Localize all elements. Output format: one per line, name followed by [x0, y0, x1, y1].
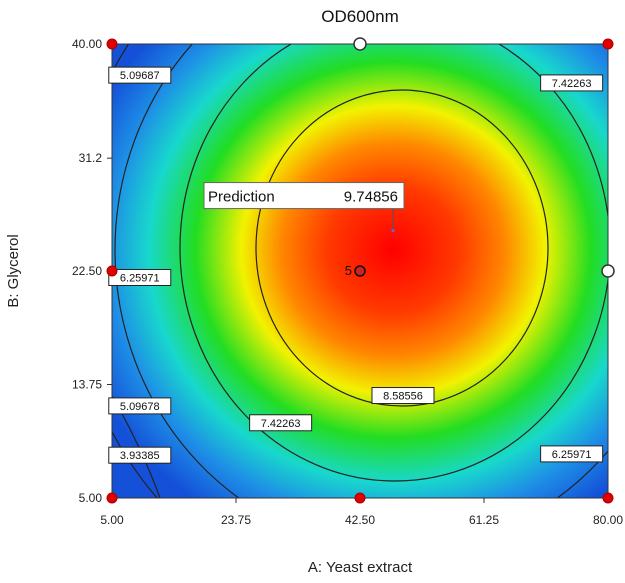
contour-label-box: [108, 446, 172, 464]
contour-label-value: 7.42263: [552, 78, 592, 90]
design-points: [106, 37, 615, 504]
center-point-marker: [354, 265, 366, 277]
contour-labels: 5.09687 7.42263 6.25971 5.09678 3.93385 7.422…: [108, 66, 604, 464]
x-axis-title: A: Yeast extract: [308, 559, 413, 576]
contour-label-box: [540, 74, 604, 92]
x-axis-ticks: 5.00 23.75 42.50 61.25 80.00: [100, 498, 623, 527]
contour-label-value: 5.09678: [120, 401, 160, 413]
contour-label: 3.93385: [108, 446, 172, 464]
prediction-annotation: Prediction 9.74856: [203, 182, 405, 233]
contour-label-box: [540, 445, 604, 463]
y-tick-label: 40.00: [72, 37, 102, 51]
x-tick-label: 42.50: [345, 513, 375, 527]
prediction-label: Prediction: [208, 189, 275, 206]
factorial-design-point: [354, 492, 366, 504]
x-tick-label: 5.00: [100, 513, 124, 527]
contour-label: 6.25971: [108, 268, 172, 286]
prediction-box: [203, 182, 405, 210]
contour-label-box: [108, 268, 172, 286]
contour-label-box: [249, 414, 313, 432]
contour-label-value: 6.25971: [120, 272, 160, 284]
contour-label-value: 6.25971: [552, 449, 592, 461]
contour-label-value: 3.93385: [120, 450, 160, 462]
contour-label: 7.42263: [249, 414, 313, 432]
contour-label: 8.58556: [371, 387, 435, 405]
y-axis-title: B: Glycerol: [5, 234, 22, 307]
contour-label-value: 7.42263: [261, 418, 301, 430]
factorial-design-point: [602, 492, 614, 504]
x-tick-label: 61.25: [469, 513, 499, 527]
contour-label-value: 8.58556: [383, 391, 423, 403]
x-tick-label: 23.75: [221, 513, 251, 527]
factorial-design-point: [106, 38, 118, 50]
chart-title: OD600nm: [321, 7, 398, 26]
center-point-replicates: 5: [345, 263, 352, 278]
factorial-design-point: [106, 265, 118, 277]
x-tick-label: 80.00: [593, 513, 623, 527]
contour-7-42263: [179, 44, 608, 482]
contour-6-25971: [114, 44, 608, 498]
contour-label: 6.25971: [540, 445, 604, 463]
y-tick-label: 13.75: [72, 378, 102, 392]
contour-label: 7.42263: [540, 74, 604, 92]
y-tick-label: 22.50: [72, 264, 102, 278]
contour-label: 5.09678: [108, 397, 172, 415]
contour-label-box: [108, 397, 172, 415]
contour-8-58556: [255, 89, 549, 407]
axial-design-point: [601, 264, 615, 278]
y-tick-label: 31.2: [79, 151, 103, 165]
prediction-value: 9.74856: [344, 189, 398, 206]
factorial-design-point: [106, 492, 118, 504]
contour-label-value: 5.09687: [120, 70, 160, 82]
factorial-design-point: [602, 38, 614, 50]
prediction-point: [391, 228, 395, 233]
y-tick-label: 5.00: [79, 491, 103, 505]
axial-design-point: [353, 37, 367, 51]
center-point: 5: [345, 263, 366, 278]
contour-label-box: [371, 387, 435, 405]
contour-label-box: [108, 66, 172, 84]
contour-label: 5.09687: [108, 66, 172, 84]
y-axis-ticks: 5.00 13.75 22.50 31.2 40.00: [72, 37, 112, 505]
